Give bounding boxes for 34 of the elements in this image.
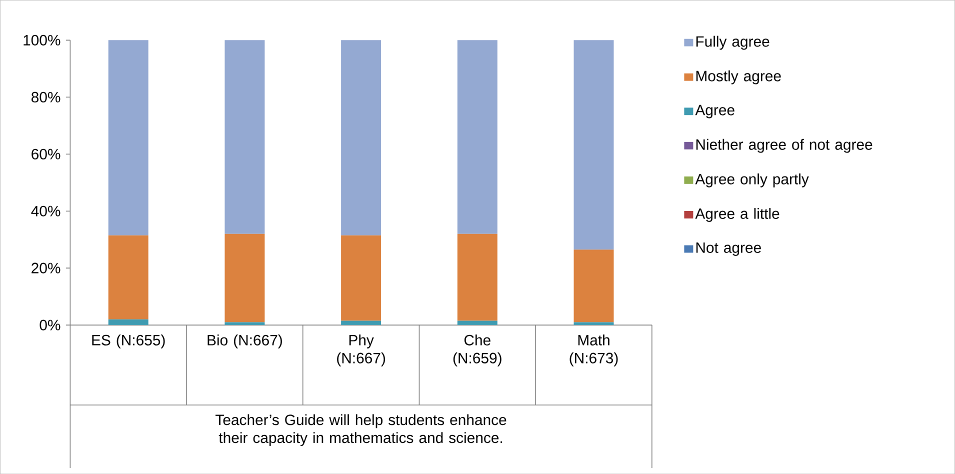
bar <box>108 235 148 320</box>
y-tick-label: 100% <box>24 34 60 46</box>
y-tick-label: 0% <box>40 320 60 330</box>
legend-label: Niether agree of not agree <box>696 138 872 153</box>
bar <box>574 322 614 325</box>
bar <box>341 235 382 321</box>
bar <box>341 320 382 325</box>
bar <box>457 234 498 321</box>
bar <box>457 40 498 234</box>
legend-label: Agree <box>695 104 734 118</box>
x-tick-label: Che (N:659) <box>453 334 502 366</box>
x-tick-label: Bio (N:667) <box>208 334 282 348</box>
bar <box>341 40 382 236</box>
bar <box>574 249 614 322</box>
bar <box>224 322 265 325</box>
bar <box>108 40 148 236</box>
bar <box>224 40 265 234</box>
x-tick-label: ES (N:655) <box>92 334 165 348</box>
bar <box>457 320 498 325</box>
y-tick-label: 40% <box>31 206 60 216</box>
legend-label: Mostly agree <box>696 70 781 84</box>
legend-label: Agree a little <box>695 208 780 222</box>
legend-label: Not agree <box>696 242 761 256</box>
y-tick-label: 60% <box>32 148 60 160</box>
y-tick-label: 80% <box>32 92 60 102</box>
bar <box>574 40 614 250</box>
bar <box>108 319 148 325</box>
x-tick-label: Phy (N:667) <box>337 334 386 366</box>
x-axis-title: Teacher’s Guide will help students enhance their capacity in mathematics and science. <box>216 414 506 446</box>
y-tick-label: 20% <box>32 262 60 274</box>
legend-label: Fully agree <box>696 36 770 50</box>
x-tick-label: Math (N:673) <box>570 334 618 366</box>
legend-label: Agree only partly <box>695 173 809 188</box>
bar <box>224 234 265 322</box>
